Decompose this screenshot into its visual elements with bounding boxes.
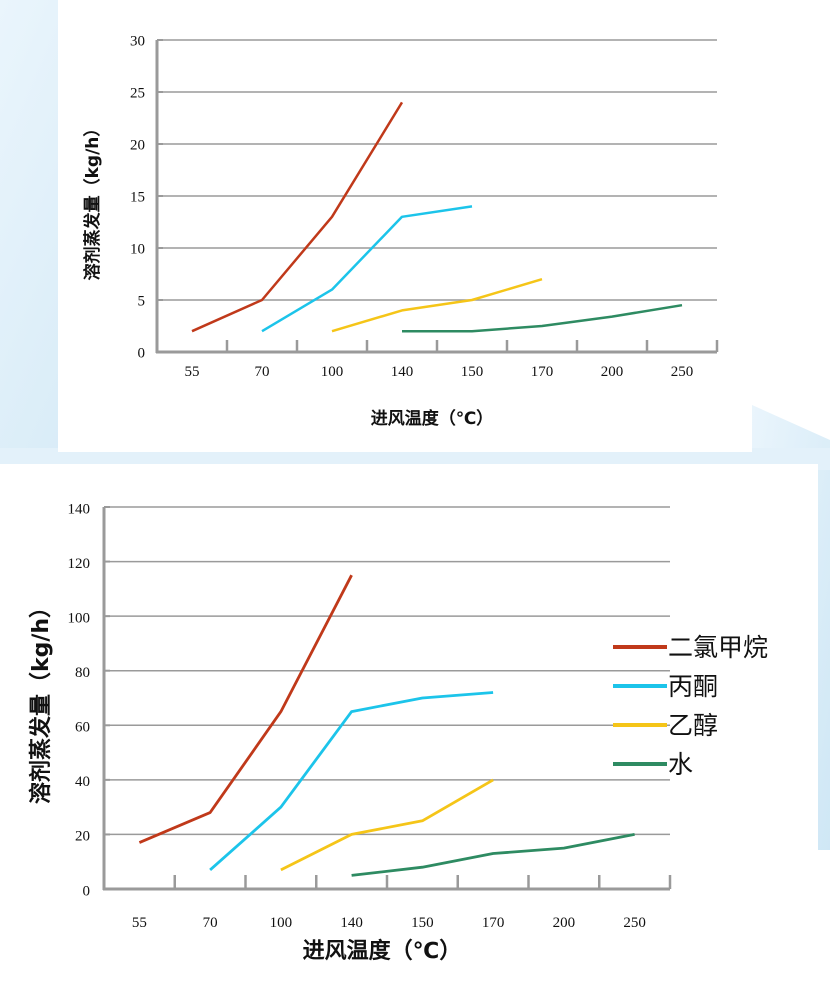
x-tick-label: 170 [482, 915, 505, 931]
series-line-dichloromethane [138, 574, 353, 844]
x-tick-label: 200 [553, 915, 576, 931]
bottom-x-tick-labels: 55 70 100 140 150 170 200 250 [132, 915, 646, 931]
x-tick-label: 100 [321, 364, 344, 380]
y-tick-label: 0 [138, 345, 146, 361]
bottom-series-lines [138, 574, 635, 877]
bg-shape-left [0, 0, 200, 470]
y-tick-label: 15 [130, 189, 145, 205]
bottom-chart-panel [0, 464, 818, 1006]
legend-item: 丙酮 [613, 672, 718, 701]
y-tick-label: 10 [130, 241, 145, 257]
series-line-acetone [261, 205, 473, 333]
x-tick-label: 150 [461, 364, 484, 380]
x-tick-label: 55 [132, 915, 147, 931]
bottom-x-axis-label: 进风温度（℃） [303, 938, 462, 964]
series-line-water [351, 833, 635, 877]
x-tick-label: 150 [411, 915, 434, 931]
legend: 二氯甲烷 丙酮 乙醇 水 [613, 633, 768, 779]
bottom-y-tick-labels: 0 20 40 60 80 100 120 140 [68, 501, 91, 899]
x-tick-label: 250 [671, 364, 694, 380]
series-line-ethanol [331, 278, 543, 333]
legend-label: 乙醇 [668, 711, 718, 740]
x-tick-label: 140 [340, 915, 363, 931]
y-tick-label: 0 [83, 883, 91, 899]
x-tick-label: 170 [531, 364, 554, 380]
top-y-axis-label: 溶剂蒸发量（kg/h） [82, 120, 103, 281]
series-line-ethanol [280, 778, 494, 872]
x-tick-label: 70 [255, 364, 270, 380]
bottom-y-axis-label: 溶剂蒸发量（kg/h） [28, 596, 54, 804]
y-tick-label: 30 [130, 33, 145, 49]
x-tick-label: 250 [623, 915, 646, 931]
y-tick-label: 20 [130, 137, 145, 153]
series-line-acetone [209, 691, 494, 871]
top-x-axis-label: 进风温度（℃） [371, 408, 494, 429]
y-tick-label: 40 [75, 774, 90, 790]
y-tick-label: 25 [130, 85, 145, 101]
top-gridlines [157, 39, 717, 301]
top-chart-panel [58, 0, 752, 452]
y-tick-label: 80 [75, 665, 90, 681]
series-line-dichloromethane [191, 101, 404, 333]
legend-label: 二氯甲烷 [668, 633, 768, 662]
x-tick-label: 140 [391, 364, 414, 380]
legend-label: 丙酮 [668, 672, 718, 701]
bottom-gridlines [104, 506, 670, 836]
y-tick-label: 100 [68, 610, 91, 626]
top-axes [155, 39, 719, 354]
x-tick-label: 100 [270, 915, 293, 931]
top-y-tick-labels: 0 5 10 15 20 25 30 [130, 33, 145, 361]
y-tick-label: 140 [68, 501, 91, 517]
legend-label: 水 [668, 750, 693, 779]
y-tick-label: 20 [75, 829, 90, 845]
y-tick-label: 120 [68, 556, 91, 572]
top-series-lines [191, 101, 683, 333]
y-tick-label: 5 [138, 293, 146, 309]
bottom-axes [102, 506, 672, 891]
legend-item: 水 [613, 750, 693, 779]
legend-item: 乙醇 [613, 711, 718, 740]
x-tick-label: 200 [601, 364, 624, 380]
top-x-tick-labels: 55 70 100 140 150 170 200 250 [185, 364, 694, 380]
legend-item: 二氯甲烷 [613, 633, 768, 662]
x-tick-label: 70 [203, 915, 218, 931]
y-tick-label: 60 [75, 720, 90, 736]
x-tick-label: 55 [185, 364, 200, 380]
